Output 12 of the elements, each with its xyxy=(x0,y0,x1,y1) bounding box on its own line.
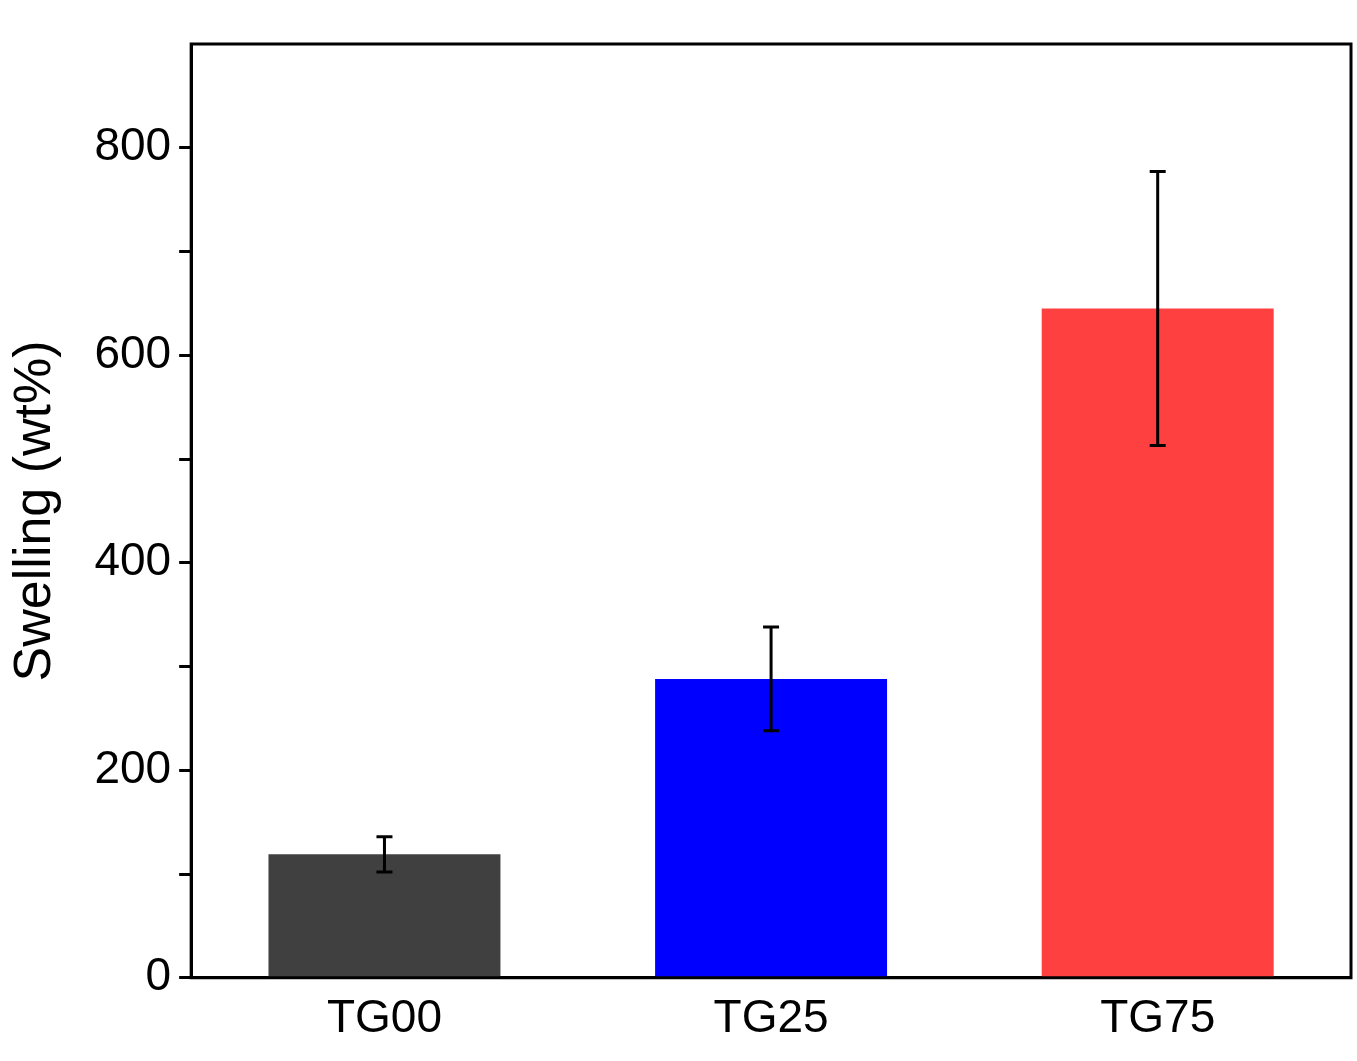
y-tick-label: 200 xyxy=(94,740,172,793)
x-tick-label: TG75 xyxy=(1100,990,1216,1043)
bar xyxy=(655,678,888,978)
bar xyxy=(268,854,501,978)
y-tick-label: 800 xyxy=(94,118,172,171)
x-tick-label: TG25 xyxy=(713,990,829,1043)
y-tick-label: 600 xyxy=(94,325,172,378)
y-axis-title: Swelling (wt%) xyxy=(2,340,61,682)
x-tick-label: TG00 xyxy=(326,990,442,1043)
bar xyxy=(1041,308,1274,978)
y-tick-label: 400 xyxy=(94,533,172,586)
y-tick-label: 0 xyxy=(145,948,172,1001)
